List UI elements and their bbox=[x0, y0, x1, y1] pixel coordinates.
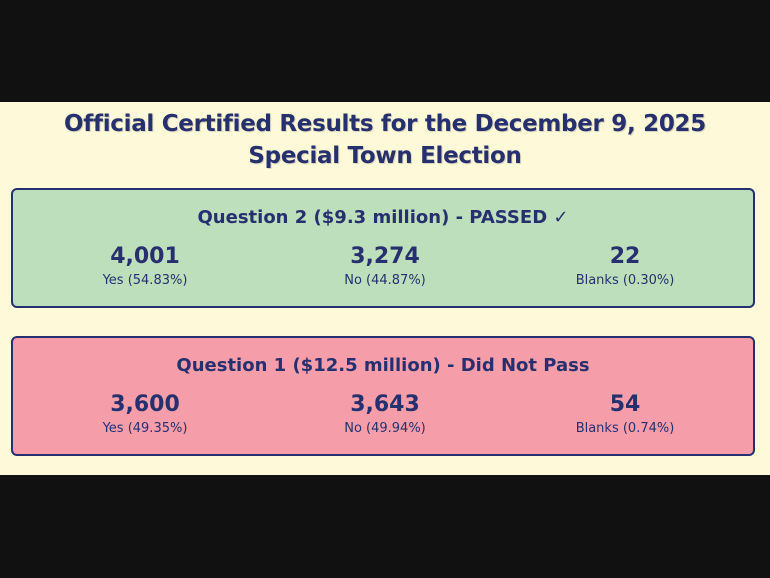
question-2-no: 3,274 No (44.87%) bbox=[275, 242, 495, 290]
yes-label: Yes (49.35%) bbox=[102, 421, 188, 436]
blanks-label: Blanks (0.74%) bbox=[575, 421, 675, 436]
question-2-title: Question 2 ($9.3 million) - PASSED ✓ bbox=[197, 207, 569, 228]
no-label: No (49.94%) bbox=[344, 421, 426, 436]
blanks-label: Blanks (0.30%) bbox=[575, 273, 675, 288]
question-1-yes: 3,600 Yes (49.35%) bbox=[35, 390, 255, 438]
yes-label: Yes (54.83%) bbox=[102, 273, 188, 288]
yes-count: 3,600 bbox=[110, 392, 180, 417]
question-1-no: 3,643 No (49.94%) bbox=[275, 390, 495, 438]
question-1-blanks: 54 Blanks (0.74%) bbox=[515, 390, 735, 438]
results-panel: Official Certified Results for the Decem… bbox=[0, 102, 770, 475]
no-label: No (44.87%) bbox=[344, 273, 426, 288]
question-1-card: Question 1 ($12.5 million) - Did Not Pas… bbox=[11, 336, 755, 456]
question-2-yes: 4,001 Yes (54.83%) bbox=[35, 242, 255, 290]
question-1-title: Question 1 ($12.5 million) - Did Not Pas… bbox=[176, 355, 590, 376]
blanks-count: 54 bbox=[609, 392, 641, 417]
yes-count: 4,001 bbox=[110, 244, 180, 269]
question-2-card: Question 2 ($9.3 million) - PASSED ✓ 4,0… bbox=[11, 188, 755, 308]
page-title: Official Certified Results for the Decem… bbox=[64, 111, 706, 169]
question-2-blanks: 22 Blanks (0.30%) bbox=[515, 242, 735, 290]
no-count: 3,643 bbox=[350, 392, 420, 417]
no-count: 3,274 bbox=[350, 244, 420, 269]
blanks-count: 22 bbox=[609, 244, 641, 269]
